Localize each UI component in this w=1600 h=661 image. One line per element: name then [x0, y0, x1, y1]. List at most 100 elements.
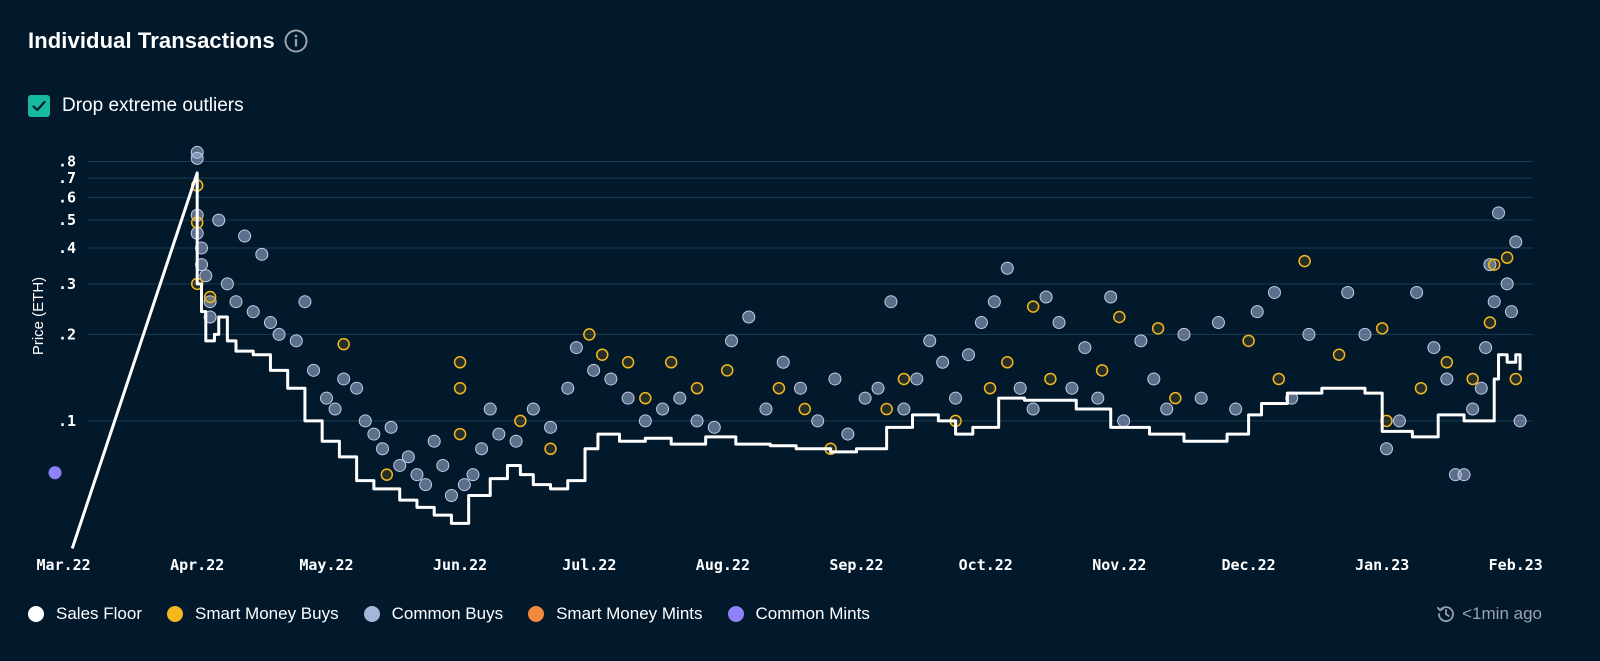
common-buys-point	[673, 391, 687, 405]
common-buys-point	[621, 391, 635, 405]
common-buys-point	[199, 269, 213, 283]
common-buys-point	[483, 402, 497, 416]
common-buys-point	[410, 468, 424, 482]
common-buys-point	[587, 363, 601, 377]
legend-label: Common Buys	[391, 604, 504, 623]
common-buys-point	[1091, 391, 1105, 405]
checkmark-icon	[32, 100, 46, 112]
last-updated-text: <1min ago	[1462, 604, 1542, 623]
chart-header: Individual Transactions	[28, 28, 308, 54]
common-buys-point	[936, 355, 950, 369]
legend-label: Sales Floor	[56, 604, 142, 623]
legend-item-common-buys[interactable]: Common Buys	[363, 604, 504, 624]
common-buys-point	[884, 295, 898, 309]
common-buys-point	[466, 468, 480, 482]
common-buys-point	[742, 310, 756, 324]
drop-outliers-toggle[interactable]: Drop extreme outliers	[28, 95, 244, 117]
common-buys-point	[350, 381, 364, 395]
smart-money-buys-point	[453, 356, 467, 369]
common-buys-point	[1194, 391, 1208, 405]
common-buys-point	[289, 334, 303, 348]
smart-money-buys-point	[1440, 356, 1454, 369]
common-buys-point	[367, 427, 381, 441]
common-buys-point	[475, 442, 489, 456]
x-tick-label: Nov.22	[1092, 556, 1146, 574]
common-buys-point	[436, 458, 450, 472]
refresh-clock-icon[interactable]	[1436, 604, 1456, 624]
common-buys-point	[1117, 414, 1131, 428]
common-buys-point	[328, 402, 342, 416]
common-buys-point	[604, 372, 618, 386]
common-buys-point	[1483, 258, 1497, 272]
common-buys-point	[1000, 261, 1014, 275]
y-tick-label: .7	[58, 169, 76, 187]
common-buys-point	[561, 381, 575, 395]
smart-money-buys-point	[1483, 316, 1497, 329]
common-buys-point	[1134, 334, 1148, 348]
common-buys-point	[307, 363, 321, 377]
common-buys-point	[1427, 341, 1441, 355]
smart-money-buys-point	[798, 402, 812, 416]
smart-money-buys-point	[595, 348, 609, 361]
drop-outliers-checkbox[interactable]	[28, 95, 50, 117]
x-tick-label: Jun.22	[433, 556, 487, 574]
legend-item-smart-money-mints[interactable]: Smart Money Mints	[528, 604, 703, 624]
common-buys-point	[962, 348, 976, 362]
y-axis-ticks: .1 .2 .3 .4 .5 .6.7.8	[58, 152, 76, 429]
smart-money-buys-point	[639, 391, 652, 405]
common-buys-point	[1457, 468, 1471, 482]
smart-money-buys-point	[1151, 322, 1165, 335]
legend-item-sales-floor[interactable]: Sales Floor	[28, 604, 142, 624]
common-buys-point	[759, 402, 773, 416]
common-buys-point	[255, 247, 269, 261]
common-buys-point	[246, 305, 260, 319]
common-buys-point	[811, 414, 825, 428]
legend-swatch	[28, 606, 44, 622]
smart-money-buys-point	[897, 372, 911, 386]
common-buys-point	[828, 372, 842, 386]
smart-money-buys-point	[1095, 364, 1109, 377]
smart-money-buys-point	[720, 364, 734, 377]
common-buys-point	[1250, 305, 1264, 319]
x-tick-label: Mar.22	[37, 556, 91, 574]
smart-money-buys-point	[1242, 334, 1255, 348]
common-buys-point	[1039, 290, 1053, 304]
x-tick-label: Dec.22	[1222, 556, 1276, 574]
x-tick-label: May.22	[299, 556, 353, 574]
chart-title: Individual Transactions	[28, 28, 275, 53]
common-buys-point	[1147, 372, 1161, 386]
y-tick-label: .4	[58, 239, 76, 257]
common-buys-point	[1492, 206, 1506, 220]
smart-money-buys-point	[621, 356, 635, 369]
legend-item-smart-money-buys[interactable]: Smart Money Buys	[166, 604, 339, 624]
common-buys-point	[401, 450, 415, 464]
smart-money-buys-point	[1487, 258, 1501, 271]
smart-money-buys-point	[664, 356, 678, 369]
y-tick-label: .5	[58, 211, 76, 229]
smart-money-buys-point	[1044, 372, 1057, 386]
common-buys-point	[1509, 235, 1523, 249]
smart-money-buys-point	[772, 381, 786, 395]
common-buys-point	[1440, 372, 1454, 386]
common-buys-point	[492, 427, 506, 441]
info-circle-icon[interactable]	[284, 29, 308, 53]
x-tick-label: Jan.23	[1355, 556, 1409, 574]
common-buys-point	[375, 442, 389, 456]
common-buys-point	[987, 295, 1001, 309]
common-buys-point	[1065, 381, 1079, 395]
smart-money-buys-point	[1272, 372, 1286, 386]
legend-item-common-mints[interactable]: Common Mints	[727, 604, 870, 624]
smart-money-buys-point	[1026, 300, 1040, 313]
common-buys-point	[690, 414, 704, 428]
smart-money-buys-point	[514, 414, 527, 428]
common-buys-point	[1500, 277, 1514, 291]
common-mints-series	[48, 466, 62, 480]
common-buys-point	[1026, 402, 1040, 416]
y-tick-label: .3	[58, 275, 76, 293]
common-buys-point	[638, 414, 652, 428]
legend-swatch	[727, 606, 744, 622]
common-buys-point	[725, 334, 739, 348]
common-buys-point	[1358, 327, 1372, 341]
common-buys-point	[841, 427, 855, 441]
